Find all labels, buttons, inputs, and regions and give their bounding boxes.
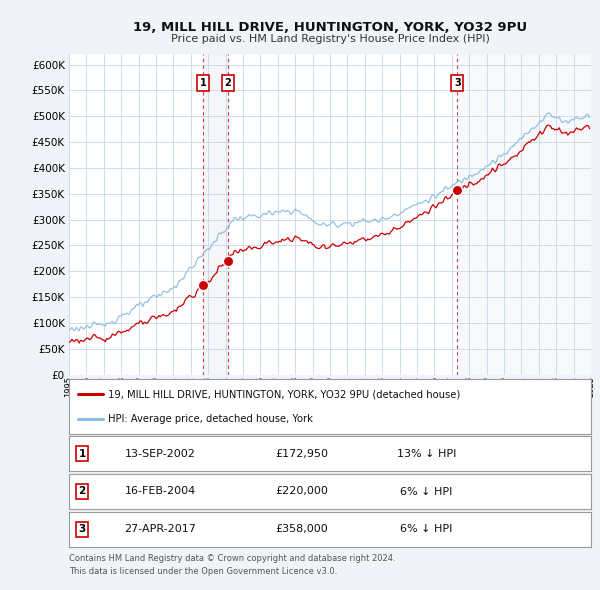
Text: Price paid vs. HM Land Registry's House Price Index (HPI): Price paid vs. HM Land Registry's House … — [170, 34, 490, 44]
Text: Contains HM Land Registry data © Crown copyright and database right 2024.: Contains HM Land Registry data © Crown c… — [69, 554, 395, 563]
Text: £220,000: £220,000 — [275, 487, 328, 496]
Text: 6% ↓ HPI: 6% ↓ HPI — [400, 525, 453, 534]
Text: 3: 3 — [454, 78, 461, 88]
Bar — [457, 54, 591, 375]
Point — [452, 185, 462, 194]
Text: This data is licensed under the Open Government Licence v3.0.: This data is licensed under the Open Gov… — [69, 567, 337, 576]
Point — [199, 281, 208, 290]
Text: 3: 3 — [79, 525, 86, 534]
Text: 6% ↓ HPI: 6% ↓ HPI — [400, 487, 453, 496]
Text: £358,000: £358,000 — [275, 525, 328, 534]
Text: 2: 2 — [224, 78, 231, 88]
Text: 19, MILL HILL DRIVE, HUNTINGTON, YORK, YO32 9PU: 19, MILL HILL DRIVE, HUNTINGTON, YORK, Y… — [133, 21, 527, 34]
Text: 1: 1 — [200, 78, 206, 88]
Text: HPI: Average price, detached house, York: HPI: Average price, detached house, York — [108, 414, 313, 424]
Text: 13% ↓ HPI: 13% ↓ HPI — [397, 449, 456, 458]
Text: £172,950: £172,950 — [275, 449, 328, 458]
Text: 27-APR-2017: 27-APR-2017 — [124, 525, 196, 534]
Text: 13-SEP-2002: 13-SEP-2002 — [125, 449, 196, 458]
Text: 2: 2 — [79, 487, 86, 496]
Bar — [203, 54, 227, 375]
Text: 1: 1 — [79, 449, 86, 458]
Text: 16-FEB-2004: 16-FEB-2004 — [125, 487, 196, 496]
Point — [223, 256, 232, 266]
Text: 19, MILL HILL DRIVE, HUNTINGTON, YORK, YO32 9PU (detached house): 19, MILL HILL DRIVE, HUNTINGTON, YORK, Y… — [108, 389, 460, 399]
